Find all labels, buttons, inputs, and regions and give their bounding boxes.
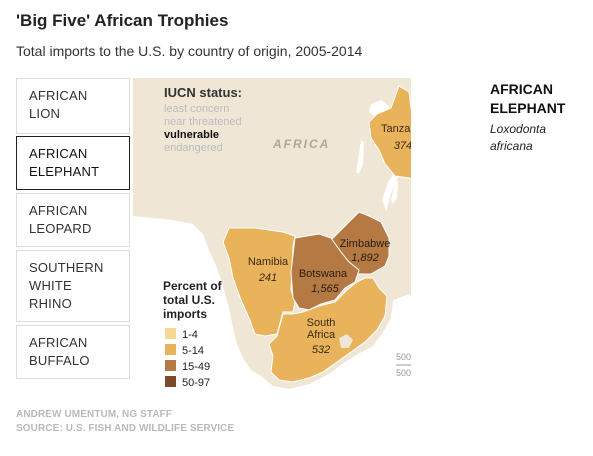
botswana-name: Botswana xyxy=(299,268,348,280)
tab-label-line: BUFFALO xyxy=(29,353,90,368)
legend-title: Percent of xyxy=(163,279,223,293)
tab-label-line: RHINO xyxy=(29,296,72,311)
species-tab-list: AFRICAN LION AFRICAN ELEPHANT AFRICAN LE… xyxy=(16,78,130,379)
tab-label-line: WHITE xyxy=(29,278,72,293)
legend-label: 15-49 xyxy=(182,361,210,373)
legend-title: total U.S. xyxy=(163,293,215,307)
scientific-name-line: Loxodonta xyxy=(490,122,547,136)
country-lesotho xyxy=(339,334,353,348)
tab-label-line: AFRICAN xyxy=(29,203,88,218)
tab-label-line: ELEPHANT xyxy=(29,164,100,179)
continent-label: AFRICA xyxy=(272,137,330,151)
iucn-heading: IUCN status: xyxy=(164,85,242,100)
tab-label-line: AFRICAN xyxy=(29,88,88,103)
zimbabwe-name: Zimbabwe xyxy=(340,238,391,250)
credits: ANDREW UMENTUM, NG STAFF SOURCE: U.S. FI… xyxy=(16,408,234,436)
legend-swatch xyxy=(165,328,176,339)
tab-southern-white-rhino[interactable]: SOUTHERN WHITE RHINO xyxy=(16,250,130,322)
africa-map: AFRICA IUCN status: least concern near t… xyxy=(133,78,446,396)
tanzania-name: Tanzania xyxy=(381,123,411,135)
tab-african-lion[interactable]: AFRICAN LION xyxy=(16,78,130,134)
tab-label-line: LEOPARD xyxy=(29,221,92,236)
tab-african-buffalo[interactable]: AFRICAN BUFFALO xyxy=(16,325,130,379)
credit-author: ANDREW UMENTUM, NG STAFF xyxy=(16,409,173,420)
namibia-name: Namibia xyxy=(248,256,289,268)
tanzania-value: 374 xyxy=(394,140,411,152)
country-south-africa[interactable] xyxy=(268,277,388,383)
tab-label-line: AFRICAN xyxy=(29,335,88,350)
country-botswana[interactable] xyxy=(290,233,360,311)
species-title-line: AFRICAN xyxy=(490,81,553,97)
tab-label-line: SOUTHERN xyxy=(29,260,104,275)
map-panel: AFRICA IUCN status: least concern near t… xyxy=(133,78,446,396)
country-namibia[interactable] xyxy=(222,227,296,337)
page-subtitle: Total imports to the U.S. by country of … xyxy=(16,43,363,59)
iucn-status-near-threatened: near threatened xyxy=(164,116,242,128)
iucn-status-endangered: endangered xyxy=(164,142,223,154)
legend-label: 1-4 xyxy=(182,329,198,341)
scientific-name-line: africana xyxy=(490,139,533,153)
tab-label-line: LION xyxy=(29,106,61,121)
credit-source: SOURCE: U.S. FISH AND WILDLIFE SERVICE xyxy=(16,423,235,434)
legend-label: 50-97 xyxy=(182,377,210,389)
south-africa-name: Africa xyxy=(307,329,336,341)
legend-label: 5-14 xyxy=(182,345,204,357)
tab-label-line: AFRICAN xyxy=(29,146,88,161)
tab-african-leopard[interactable]: AFRICAN LEOPARD xyxy=(16,193,130,247)
page-title: 'Big Five' African Trophies xyxy=(16,11,229,30)
scale-km: 500 km xyxy=(396,368,411,378)
lake-tanganyika xyxy=(356,140,364,174)
tab-african-elephant[interactable]: AFRICAN ELEPHANT xyxy=(16,136,130,190)
legend-swatch xyxy=(165,360,176,371)
namibia-value: 241 xyxy=(258,272,277,284)
species-scientific-name: Loxodonta africana xyxy=(490,121,590,155)
zimbabwe-value: 1,892 xyxy=(351,252,379,264)
botswana-value: 1,565 xyxy=(311,283,339,295)
species-title-line: ELEPHANT xyxy=(490,100,566,116)
south-africa-value: 532 xyxy=(312,344,330,356)
south-africa-name: South xyxy=(307,317,336,329)
legend-swatch xyxy=(165,344,176,355)
scale-mi: 500 mi xyxy=(396,352,411,362)
legend-title: imports xyxy=(163,307,207,321)
lake-malawi xyxy=(391,180,398,204)
iucn-status-least-concern: least concern xyxy=(164,103,229,115)
species-title: AFRICAN ELEPHANT xyxy=(490,80,590,118)
legend-swatch xyxy=(165,376,176,387)
iucn-status-vulnerable: vulnerable xyxy=(164,129,219,141)
